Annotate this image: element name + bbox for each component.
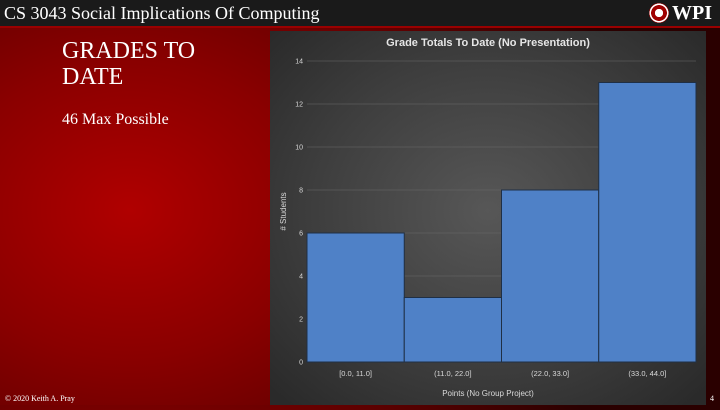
y-tick-label: 0 [299,360,303,367]
y-tick-label: 4 [299,274,303,281]
logo-text: WPI [672,2,712,24]
bars [306,82,697,363]
bar-1 [403,297,502,363]
x-tick-label: (33.0, 44.0] [628,369,666,378]
header-bar: CS 3043 Social Implications Of Computing… [0,0,720,28]
y-tick-label: 8 [299,188,303,195]
chart-title: Grade Totals To Date (No Presentation) [386,37,590,49]
slide-subtext: 46 Max Possible [62,111,169,128]
y-tick-label: 12 [295,102,303,109]
bar-3 [598,82,697,363]
x-tick-label: (11.0, 22.0] [434,369,471,378]
y-tick-labels: 0 2 4 6 8 10 12 14 [295,59,303,367]
x-axis-label: Points (No Group Project) [442,389,534,398]
x-tick-label: [0.0, 11.0] [339,369,372,378]
bar-0 [306,232,405,363]
x-tick-labels: [0.0, 11.0] (11.0, 22.0] (22.0, 33.0] (33.0… [339,369,666,378]
course-title: CS 3043 Social Implications Of Computing [4,3,320,23]
seal-icon [649,3,669,23]
y-tick-label: 14 [295,59,303,66]
y-tick-label: 6 [299,231,303,238]
wpi-logo: WPI [649,2,712,24]
x-tick-label: (22.0, 33.0] [531,369,569,378]
slide-title: GRADES TO DATE [62,38,196,90]
y-tick-label: 2 [299,317,303,324]
chart-panel: Grade Totals To Date (No Presentation) 0… [270,31,706,405]
y-axis-label: # Students [279,192,288,230]
y-tick-label: 10 [295,145,303,152]
bar-2 [501,189,600,363]
histogram-chart: Grade Totals To Date (No Presentation) 0… [279,37,697,398]
copyright: © 2020 Keith A. Pray [5,394,75,403]
page-number: 4 [710,394,714,403]
